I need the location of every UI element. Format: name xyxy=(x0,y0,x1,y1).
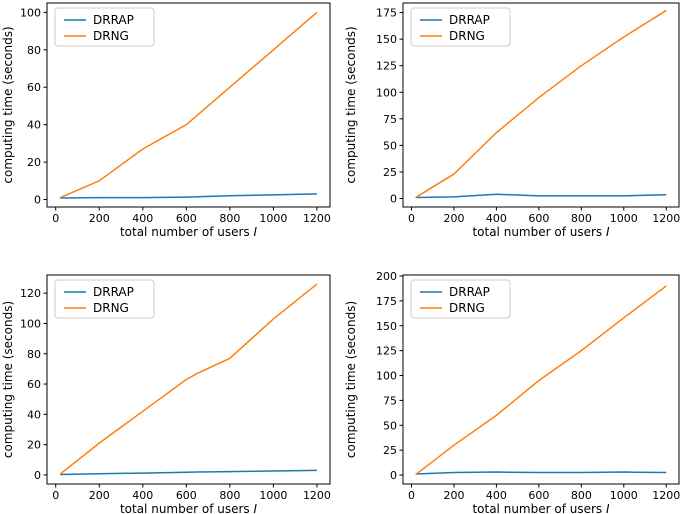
y-tick-label: 150 xyxy=(376,33,397,46)
x-axis-label: total number of users I xyxy=(120,225,258,239)
x-tick-label: 800 xyxy=(219,212,240,225)
x-tick-label: 200 xyxy=(443,212,464,225)
y-tick-label: 125 xyxy=(376,60,397,73)
chart-top-right: 0 200 400 600 800 1000 1200 0 25 50 75 100 125 150 175… xyxy=(342,0,685,257)
chart-bottom-left: 0 200 400 600 800 1000 1200 0 20 40 60 80 100 120 tota… xyxy=(0,257,342,514)
x-tick-label: 200 xyxy=(89,489,110,502)
x-tick-label: 400 xyxy=(132,489,153,502)
legend-label-drrap: DRRAP xyxy=(449,13,490,27)
y-tick-label: 80 xyxy=(27,348,41,361)
y-tick-label: 100 xyxy=(376,86,397,99)
y-tick-label: 20 xyxy=(27,156,41,169)
x-tick-label: 600 xyxy=(528,212,549,225)
x-tick-label: 600 xyxy=(528,489,549,502)
x-tick-label: 0 xyxy=(408,489,415,502)
drng-line xyxy=(59,283,318,475)
y-tick-label: 100 xyxy=(376,370,397,383)
x-tick-label: 1000 xyxy=(259,212,287,225)
x-tick-label: 600 xyxy=(176,212,197,225)
drrap-line xyxy=(60,469,317,476)
line-chart-svg: 0 200 400 600 800 1000 1200 0 20 40 60 80 100 total n… xyxy=(1,2,331,239)
chart-bottom-right: 0 200 400 600 800 1000 1200 0 25 50 75 100 125 150 175… xyxy=(342,257,685,514)
x-tick-label: 400 xyxy=(486,489,507,502)
x-tick-label: 600 xyxy=(176,489,197,502)
y-tick-label: 0 xyxy=(390,193,397,206)
legend-label-drng: DRNG xyxy=(449,29,485,43)
x-tick-label: 1200 xyxy=(303,212,331,225)
y-axis-label: computing time (seconds) xyxy=(344,26,358,183)
y-tick-label: 60 xyxy=(27,378,41,391)
drng-line xyxy=(415,9,667,199)
y-tick-label: 80 xyxy=(27,44,41,57)
x-tick-label: 1000 xyxy=(259,489,287,502)
y-tick-label: 0 xyxy=(390,469,397,482)
x-tick-label: 1200 xyxy=(303,489,331,502)
y-tick-label: 75 xyxy=(383,113,397,126)
x-tick-label: 400 xyxy=(132,212,153,225)
x-axis-label: total number of users I xyxy=(472,225,610,239)
y-tick-label: 50 xyxy=(383,139,397,152)
y-axis-label: computing time (seconds) xyxy=(1,301,15,458)
y-tick-label: 0 xyxy=(34,194,41,207)
legend-label-drrap: DRRAP xyxy=(93,13,134,27)
y-tick-label: 100 xyxy=(20,317,41,330)
x-axis-label: total number of users I xyxy=(472,502,610,514)
drrap-line xyxy=(60,193,317,199)
x-tick-label: 800 xyxy=(571,489,592,502)
x-tick-label: 0 xyxy=(52,212,59,225)
legend-label-drng: DRNG xyxy=(449,301,485,315)
y-tick-label: 60 xyxy=(27,81,41,94)
x-tick-label: 200 xyxy=(89,212,110,225)
x-tick-label: 1200 xyxy=(652,489,680,502)
line-chart-svg: 0 200 400 600 800 1000 1200 0 25 50 75 100 125 150 175… xyxy=(344,270,680,514)
y-tick-label: 25 xyxy=(383,166,397,179)
x-tick-label: 1200 xyxy=(652,212,680,225)
x-tick-label: 0 xyxy=(52,489,59,502)
x-tick-label: 800 xyxy=(571,212,592,225)
y-tick-label: 125 xyxy=(376,345,397,358)
y-tick-label: 100 xyxy=(20,6,41,19)
y-tick-label: 175 xyxy=(376,295,397,308)
x-axis-label: total number of users I xyxy=(120,502,258,514)
y-tick-label: 175 xyxy=(376,7,397,20)
legend-label-drng: DRNG xyxy=(93,29,129,43)
line-chart-svg: 0 200 400 600 800 1000 1200 0 25 50 75 100 125 150 175… xyxy=(344,2,680,239)
x-tick-label: 1000 xyxy=(610,212,638,225)
y-tick-label: 150 xyxy=(376,320,397,333)
legend-label-drrap: DRRAP xyxy=(93,285,134,299)
drng-line xyxy=(59,11,318,199)
legend-label-drrap: DRRAP xyxy=(449,285,490,299)
drrap-line xyxy=(415,193,667,199)
x-tick-label: 400 xyxy=(486,212,507,225)
y-tick-label: 20 xyxy=(27,439,41,452)
x-tick-label: 800 xyxy=(219,489,240,502)
y-axis-label: computing time (seconds) xyxy=(344,301,358,458)
y-tick-label: 200 xyxy=(376,270,397,283)
line-chart-svg: 0 200 400 600 800 1000 1200 0 20 40 60 80 100 120 tota… xyxy=(1,274,331,514)
y-tick-label: 120 xyxy=(20,287,41,300)
x-tick-label: 1000 xyxy=(610,489,638,502)
y-tick-label: 25 xyxy=(383,444,397,457)
drng-line xyxy=(415,285,667,476)
y-axis-label: computing time (seconds) xyxy=(1,26,15,183)
legend-label-drng: DRNG xyxy=(93,301,129,315)
drrap-line xyxy=(415,471,667,475)
y-tick-label: 50 xyxy=(383,419,397,432)
y-tick-label: 40 xyxy=(27,408,41,421)
y-tick-label: 40 xyxy=(27,119,41,132)
y-tick-label: 0 xyxy=(34,469,41,482)
chart-top-left: 0 200 400 600 800 1000 1200 0 20 40 60 80 100 total n… xyxy=(0,0,342,257)
x-tick-label: 200 xyxy=(443,489,464,502)
y-tick-label: 75 xyxy=(383,394,397,407)
x-tick-label: 0 xyxy=(408,212,415,225)
